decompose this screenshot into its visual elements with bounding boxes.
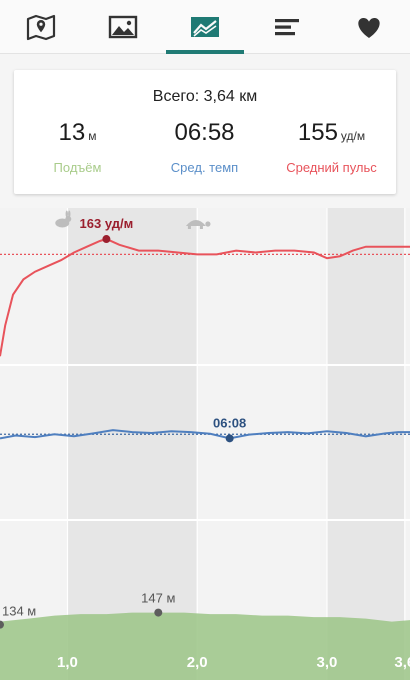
pace-series-line (0, 429, 410, 440)
pace-label: Сред. темп (170, 160, 239, 175)
tab-map[interactable] (0, 0, 82, 53)
turtle-shell (185, 220, 206, 226)
heart-rate-label: Средний пульс (286, 160, 377, 175)
elevation-stat: 13 м Подъём (14, 119, 141, 176)
panel-divider (0, 364, 410, 366)
rabbit-ear (68, 210, 71, 218)
km-band-2 (326, 208, 405, 680)
heart-rate-unit: уд/м (340, 129, 366, 143)
tab-splits[interactable] (246, 0, 328, 53)
rabbit-body (55, 218, 70, 228)
x-tick-label: 1,0 (57, 654, 78, 671)
tab-heart-rate[interactable] (328, 0, 410, 53)
heart-rate-series-line (0, 237, 410, 357)
total-distance: Всего: 3,64 км (152, 88, 258, 105)
rabbit-ear (65, 210, 68, 218)
turtle-icon (185, 220, 211, 229)
elevation-max-label: 147 м (141, 591, 175, 606)
chart-icon (191, 16, 219, 37)
pace-value: 06:58 (174, 119, 235, 146)
elevation-area (0, 612, 410, 680)
x-tick-label: 3,6 (394, 654, 410, 671)
activity-charts[interactable]: 163 уд/м 06:08 134 м 147 м 1,0 2,0 3,0 3,6 (0, 208, 410, 680)
elevation-max-point (154, 608, 163, 617)
heart-rate-value: 155 (297, 119, 338, 146)
list-icon (275, 18, 299, 35)
rabbit-icon (55, 210, 72, 228)
charts-area[interactable]: 163 уд/м 06:08 134 м 147 м 1,0 2,0 3,0 3,6 (0, 208, 410, 680)
panel-divider (0, 519, 410, 521)
km-band-1 (67, 208, 198, 680)
summary-card: Всего: 3,64 км 13 м Подъём 06:58 Сред. те… (14, 70, 396, 194)
elevation-value: 13 (58, 119, 86, 146)
pace-stat: 06:58 Сред. темп (141, 119, 268, 176)
image-icon (108, 15, 138, 38)
x-tick-label: 2,0 (187, 654, 208, 671)
elevation-start-point (0, 620, 4, 629)
elevation-start-label: 134 м (2, 604, 36, 619)
tab-bar (0, 0, 410, 54)
heart-rate-max-label: 163 уд/м (80, 216, 134, 231)
heart-rate-max-point (102, 235, 111, 244)
heart-icon (358, 17, 380, 38)
turtle-leg (187, 226, 191, 229)
elevation-unit: м (88, 129, 97, 143)
pace-best-label: 06:08 (213, 415, 246, 430)
pace-best-point (225, 434, 234, 443)
heart-rate-stat: 155 уд/м Средний пульс (268, 119, 395, 176)
x-tick-label: 3,0 (317, 654, 338, 671)
tab-photos[interactable] (82, 0, 164, 53)
tab-charts[interactable] (164, 0, 246, 54)
turtle-head (205, 221, 211, 227)
map-icon (26, 14, 56, 40)
elevation-label: Подъём (53, 160, 102, 175)
turtle-leg (199, 226, 203, 229)
